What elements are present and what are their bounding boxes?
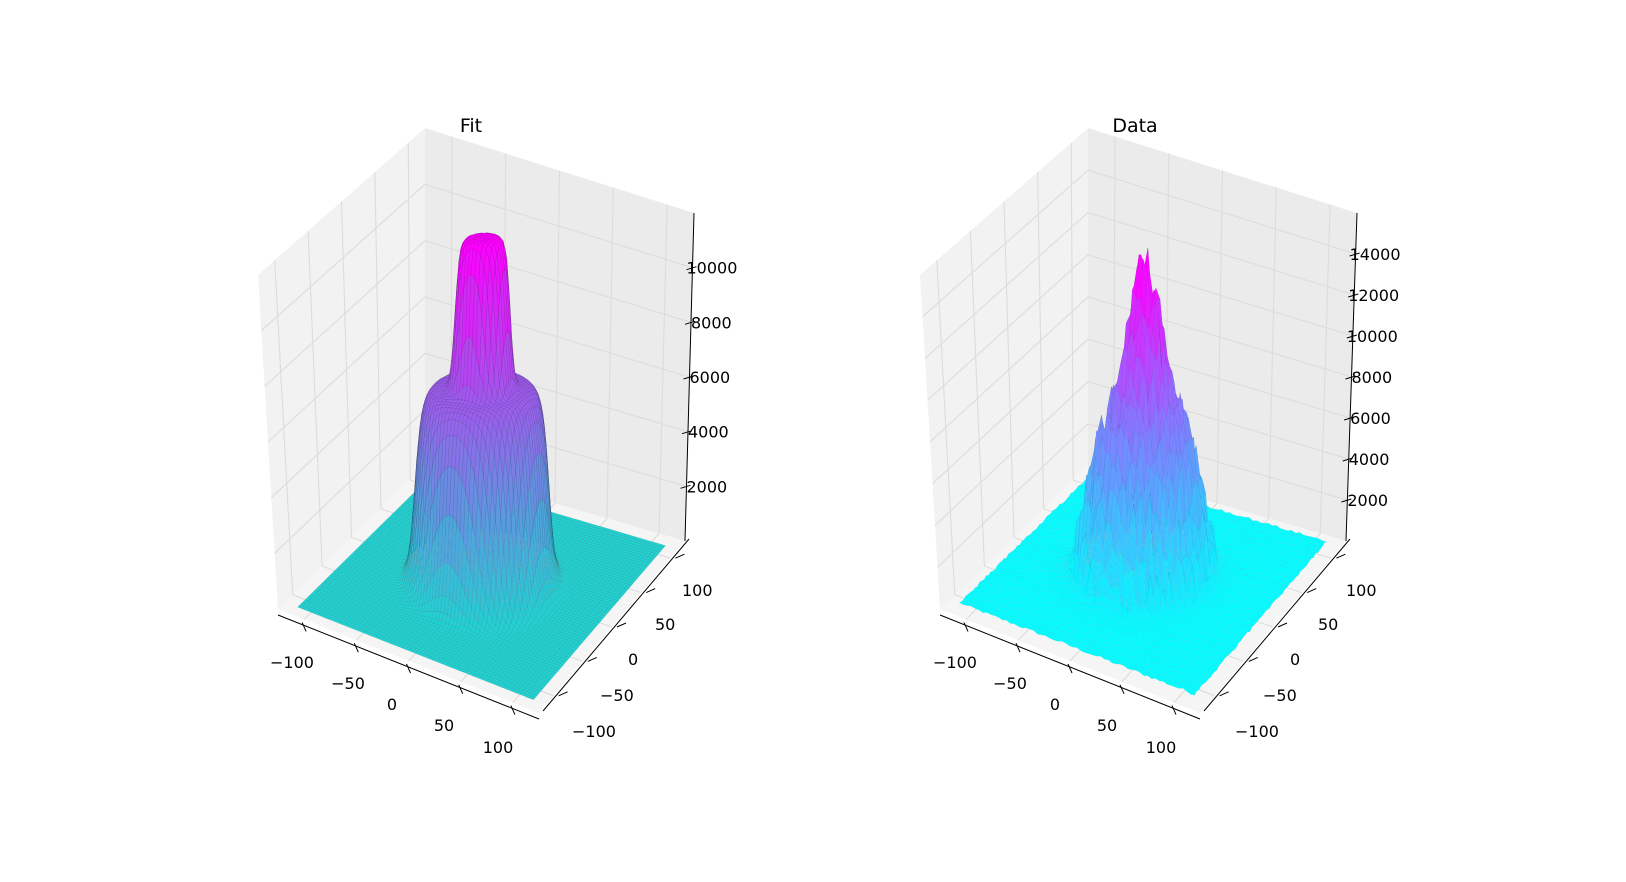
x-tick-label: −100 <box>270 653 314 672</box>
data-title: Data <box>1112 115 1157 137</box>
x-tick-label: 0 <box>387 695 397 714</box>
fit-title: Fit <box>460 115 482 137</box>
y-tick-mark <box>616 622 627 628</box>
z-tick-label: 10000 <box>687 259 738 278</box>
fit-subplot: Fit −100 −50 0 50 100 −100 −50 0 50 100 2000 4000 60… <box>258 115 737 757</box>
x-tick-label: −50 <box>331 674 365 693</box>
z-tick-label: 2000 <box>687 477 728 496</box>
z-tick-label: 6000 <box>690 368 731 387</box>
x-tick-mark <box>458 684 464 695</box>
z-tick-label: 4000 <box>688 423 729 442</box>
y-tick-label: 0 <box>628 650 638 669</box>
x-tick-label: 50 <box>434 716 454 735</box>
x-tick-label: 100 <box>483 738 514 757</box>
y-tick-mark <box>558 691 568 697</box>
data-subplot: Data −100−50050100−100−50050100200040006… <box>920 115 1401 757</box>
y-tick-label: 50 <box>655 615 675 634</box>
z-tick-label: 8000 <box>691 313 732 332</box>
x-tick-mark <box>301 622 307 632</box>
x-tick-mark <box>406 663 411 674</box>
x-tick-mark <box>353 642 359 653</box>
x-tick-mark <box>510 705 516 715</box>
y-tick-mark <box>645 588 656 594</box>
fit-surface <box>297 232 666 701</box>
y-tick-mark <box>675 553 685 559</box>
y-tick-mark <box>587 656 598 662</box>
y-tick-label: −50 <box>600 686 634 705</box>
y-tick-label: −100 <box>572 722 616 741</box>
y-tick-label: 100 <box>682 581 713 600</box>
